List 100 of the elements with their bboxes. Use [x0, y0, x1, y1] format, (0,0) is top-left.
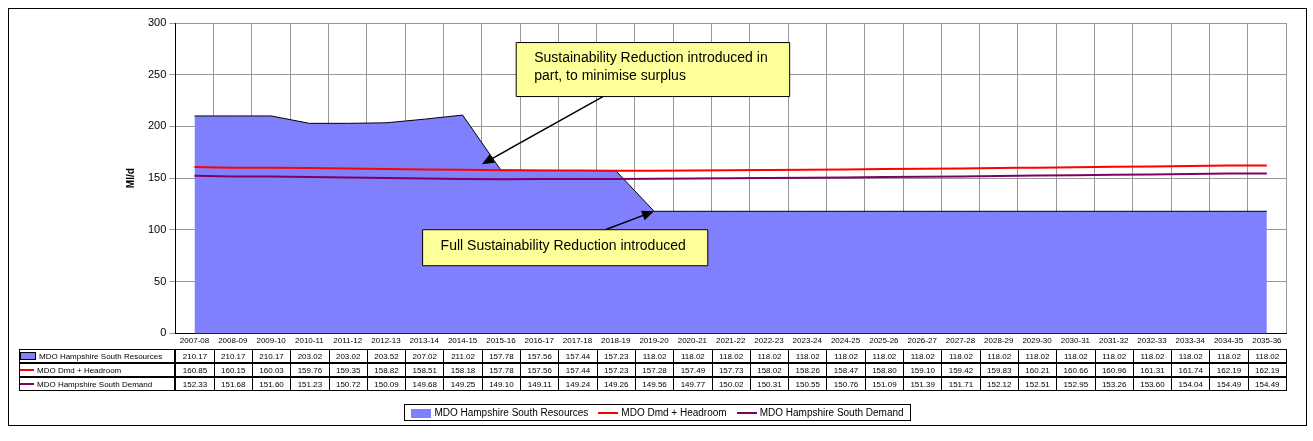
x-tick-label: 2034-35: [1213, 336, 1244, 346]
data-label: 159.76: [290, 363, 330, 377]
data-label: 118.02: [903, 349, 943, 363]
y-tick-label: 150: [147, 171, 167, 184]
x-tick-label: 2026-27: [907, 336, 938, 346]
data-label: 157.78: [481, 349, 522, 363]
x-tick-label: 2014-15: [447, 336, 478, 346]
data-label: 150.31: [749, 377, 790, 391]
data-label: 157.78: [481, 363, 522, 377]
data-label: 210.17: [213, 349, 253, 363]
y-tick-label: 200: [147, 119, 167, 132]
data-label: 149.24: [558, 377, 598, 391]
data-label: 118.02: [1017, 349, 1058, 363]
x-tick-label: 2025-26: [869, 336, 900, 346]
data-label: 210.17: [175, 349, 215, 363]
data-label: 149.77: [673, 377, 713, 391]
data-label: 118.02: [941, 349, 981, 363]
data-label: 159.83: [979, 363, 1019, 377]
data-label: 149.56: [634, 377, 675, 391]
data-label: 158.18: [443, 363, 483, 377]
y-tick-label: 250: [147, 67, 167, 80]
data-label: 154.04: [1171, 377, 1211, 391]
x-tick-label: 2033-34: [1175, 336, 1206, 346]
x-tick-label: 2009-10: [256, 336, 287, 346]
data-label: 118.02: [979, 349, 1019, 363]
x-tick-label: 2012-13: [371, 336, 402, 346]
x-tick-label: 2028-29: [984, 336, 1014, 346]
data-label: 151.09: [864, 377, 905, 391]
data-label: 159.42: [941, 363, 981, 377]
data-label: 151.71: [941, 377, 981, 391]
data-label: 158.26: [788, 363, 828, 377]
data-label: 160.85: [175, 363, 215, 377]
data-label: 161.31: [1132, 363, 1173, 377]
data-label: 118.02: [1132, 349, 1173, 363]
data-label: 118.02: [1247, 349, 1287, 363]
data-label: 159.35: [328, 363, 368, 377]
x-tick-label: 2015-16: [486, 336, 517, 346]
data-label: 159.10: [903, 363, 943, 377]
data-label: 158.02: [749, 363, 790, 377]
data-label: 149.10: [481, 377, 522, 391]
data-label: 161.74: [1171, 363, 1211, 377]
x-tick-label: 2035-36: [1252, 336, 1283, 346]
x-tick-label: 2021-22: [716, 336, 746, 346]
data-label: 157.73: [711, 363, 751, 377]
data-label: 203.52: [366, 349, 407, 363]
data-label: 149.68: [405, 377, 445, 391]
y-tick-label: 300: [147, 16, 167, 29]
data-label: 150.02: [711, 377, 751, 391]
data-label: 118.02: [673, 349, 713, 363]
data-label: 211.02: [443, 349, 483, 363]
data-label: 151.60: [251, 377, 292, 391]
data-label: 154.49: [1209, 377, 1249, 391]
data-label: 153.26: [1094, 377, 1134, 391]
data-label: 118.02: [826, 349, 866, 363]
x-tick-label: 2007-08: [179, 336, 210, 346]
data-label: 118.02: [1171, 349, 1211, 363]
data-label: 160.15: [213, 363, 253, 377]
data-label: 160.21: [1017, 363, 1058, 377]
x-tick-label: 2018-19: [601, 336, 632, 346]
data-label: 158.47: [826, 363, 866, 377]
data-label: 162.19: [1247, 363, 1287, 377]
data-label: 149.25: [443, 377, 483, 391]
data-label: 118.02: [634, 349, 675, 363]
data-label: 203.02: [328, 349, 368, 363]
legend-label: MDO Dmd + Headroom: [19, 363, 176, 377]
x-tick-label: 2027-28: [945, 336, 976, 346]
y-tick-label: 50: [154, 274, 167, 287]
x-tick-label: 2030-31: [1060, 336, 1091, 346]
data-label: 157.23: [596, 349, 636, 363]
data-label: 150.76: [826, 377, 866, 391]
annotation: Full Sustainability Reduction introduced: [440, 236, 686, 253]
data-label: 152.51: [1017, 377, 1058, 391]
legend-label: MDO Hampshire South Resources: [19, 349, 176, 363]
data-label: 118.02: [1056, 349, 1096, 363]
data-label: 150.55: [788, 377, 828, 391]
x-tick-label: 2017-18: [562, 336, 593, 346]
data-label: 158.51: [405, 363, 445, 377]
data-label: 157.44: [558, 349, 598, 363]
data-label: 152.95: [1056, 377, 1096, 391]
x-tick-label: 2029-30: [1022, 336, 1053, 346]
data-label: 152.33: [175, 377, 215, 391]
data-label: 157.49: [673, 363, 713, 377]
data-label: 149.11: [520, 377, 560, 391]
data-label: 151.68: [213, 377, 253, 391]
x-tick-label: 2008-09: [218, 336, 249, 346]
data-label: 150.72: [328, 377, 368, 391]
x-tick-label: 2022-23: [754, 336, 785, 346]
data-label: 157.28: [634, 363, 675, 377]
data-label: 118.02: [749, 349, 790, 363]
data-label: 151.39: [903, 377, 943, 391]
data-label: 118.02: [711, 349, 751, 363]
text: MDO Hampshire South Demand: [759, 407, 904, 418]
data-label: 203.02: [290, 349, 330, 363]
data-label: 157.44: [558, 363, 598, 377]
x-tick-label: 2011-12: [333, 336, 363, 346]
data-label: 160.96: [1094, 363, 1134, 377]
data-label: 158.82: [366, 363, 407, 377]
y-axis-title: Ml/d: [124, 168, 136, 189]
data-label: 150.09: [366, 377, 407, 391]
annotation: Sustainability Reduction introduced in part, to minimise surplus: [534, 49, 768, 84]
